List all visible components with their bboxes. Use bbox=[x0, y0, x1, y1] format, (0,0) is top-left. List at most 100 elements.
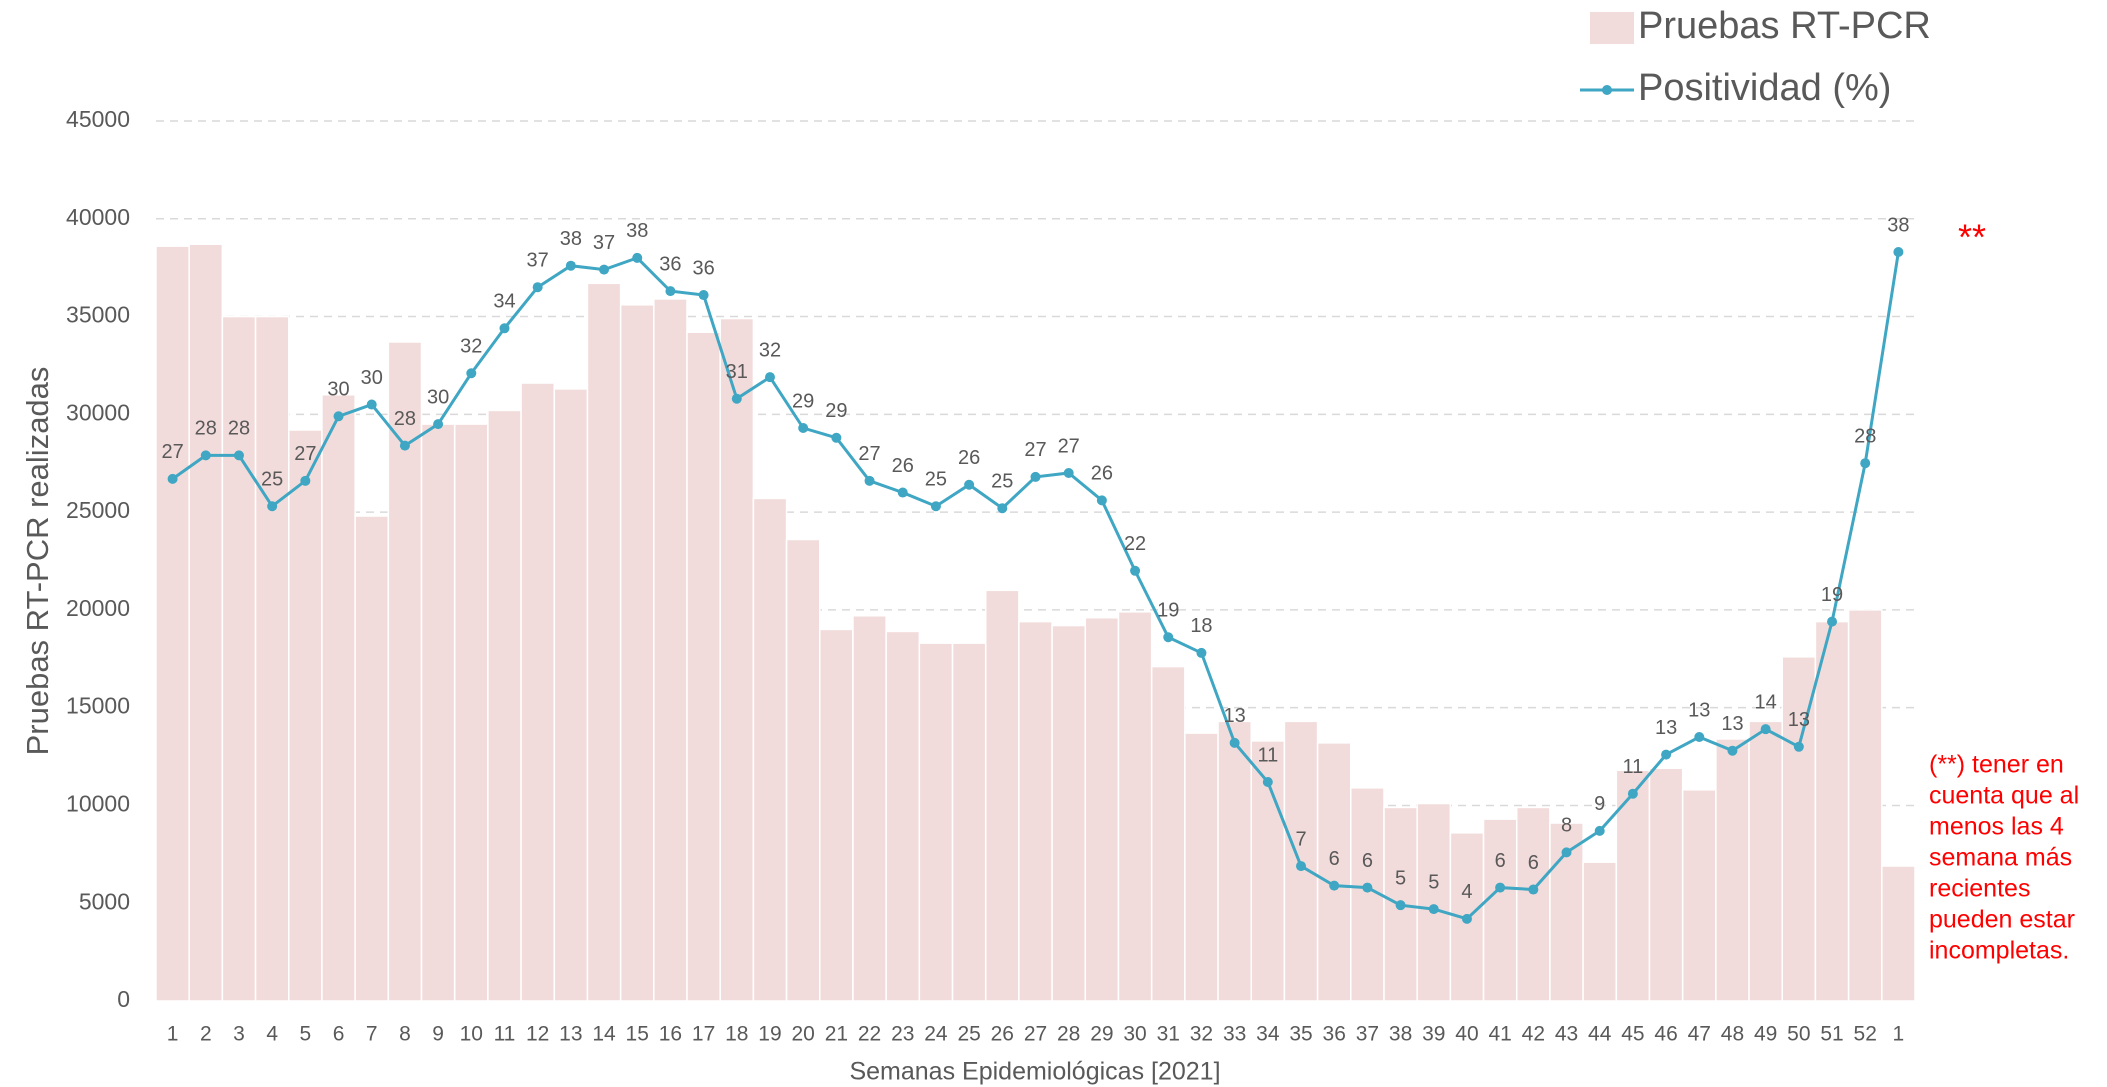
x-tick-label: 43 bbox=[1555, 1023, 1578, 1046]
x-tick-label: 1 bbox=[167, 1023, 179, 1046]
line-marker bbox=[665, 286, 676, 297]
bar bbox=[619, 304, 655, 1002]
x-tick-label: 47 bbox=[1688, 1023, 1711, 1046]
x-tick-label: 6 bbox=[333, 1023, 345, 1046]
data-label: 31 bbox=[726, 361, 748, 383]
x-tick-label: 11 bbox=[494, 1023, 516, 1046]
line-marker bbox=[167, 473, 178, 484]
line-marker bbox=[997, 503, 1008, 514]
data-label: 19 bbox=[1821, 584, 1843, 606]
bar bbox=[885, 630, 921, 1002]
line-marker bbox=[1395, 900, 1406, 911]
bar bbox=[354, 515, 390, 1002]
line-marker bbox=[897, 487, 908, 498]
line-marker bbox=[632, 252, 643, 263]
x-tick-label: 10 bbox=[460, 1023, 483, 1046]
line-marker bbox=[1694, 732, 1705, 742]
line-marker bbox=[1860, 458, 1871, 469]
bar bbox=[1316, 742, 1352, 1002]
x-tick-label: 13 bbox=[559, 1023, 582, 1046]
line-marker bbox=[1362, 882, 1373, 893]
bar bbox=[155, 245, 190, 1002]
x-tick-label: 9 bbox=[432, 1023, 444, 1046]
x-axis-title: Semanas Epidemiológicas [2021] bbox=[849, 1058, 1220, 1086]
line-marker bbox=[1296, 861, 1307, 872]
data-label: 28 bbox=[394, 408, 416, 430]
line-marker bbox=[1793, 741, 1804, 752]
line-marker bbox=[1329, 880, 1340, 891]
x-tick-label: 40 bbox=[1455, 1023, 1478, 1046]
x-tick-label: 39 bbox=[1422, 1023, 1445, 1046]
bar bbox=[752, 497, 788, 1002]
x-tick-label: 24 bbox=[924, 1023, 948, 1046]
x-tick-label: 44 bbox=[1588, 1023, 1612, 1046]
x-tick-label: 14 bbox=[592, 1023, 616, 1046]
line-marker bbox=[565, 260, 576, 271]
bar bbox=[951, 642, 987, 1002]
x-tick-label: 35 bbox=[1289, 1023, 1312, 1046]
x-tick-label: 5 bbox=[300, 1023, 312, 1046]
data-label: 29 bbox=[825, 400, 847, 422]
line-marker bbox=[1229, 737, 1240, 748]
line-marker bbox=[267, 501, 278, 512]
data-label: 8 bbox=[1561, 815, 1572, 837]
x-tick-label: 46 bbox=[1654, 1023, 1677, 1046]
bar bbox=[1150, 665, 1186, 1002]
bar bbox=[719, 317, 755, 1002]
y-tick-label: 35000 bbox=[66, 302, 130, 328]
data-label: 11 bbox=[1257, 744, 1278, 766]
bar bbox=[918, 642, 954, 1002]
line-marker bbox=[798, 423, 809, 434]
bar bbox=[1084, 616, 1120, 1002]
bar bbox=[1582, 861, 1618, 1002]
bar bbox=[1018, 620, 1053, 1002]
x-tick-label: 33 bbox=[1223, 1023, 1246, 1046]
line-marker bbox=[930, 501, 941, 512]
line-marker bbox=[1627, 788, 1638, 799]
line-marker bbox=[831, 432, 842, 443]
x-tick-label: 34 bbox=[1256, 1023, 1280, 1046]
bar bbox=[420, 423, 456, 1002]
y-tick-label: 30000 bbox=[66, 399, 130, 425]
x-tick-label: 7 bbox=[366, 1023, 378, 1046]
data-label: 6 bbox=[1528, 852, 1539, 874]
x-tick-label: 23 bbox=[891, 1023, 914, 1046]
x-tick-label: 49 bbox=[1754, 1023, 1777, 1046]
bar bbox=[1515, 806, 1551, 1002]
x-tick-label: 15 bbox=[626, 1023, 649, 1046]
line-marker bbox=[1528, 884, 1539, 895]
line-marker bbox=[1030, 471, 1041, 482]
line-marker bbox=[1063, 468, 1074, 478]
x-tick-label: 19 bbox=[758, 1023, 781, 1046]
x-tick-label: 3 bbox=[233, 1023, 245, 1046]
data-label: 38 bbox=[1887, 214, 1909, 236]
data-label: 6 bbox=[1362, 850, 1373, 872]
data-label: 27 bbox=[1058, 435, 1080, 457]
note-text: semana más bbox=[1929, 844, 2072, 872]
data-label: 27 bbox=[294, 443, 316, 465]
bar bbox=[553, 388, 589, 1002]
x-tick-label: 29 bbox=[1090, 1023, 1113, 1046]
data-label: 38 bbox=[626, 220, 648, 242]
note-text: cuenta que al bbox=[1929, 782, 2079, 810]
y-tick-label: 0 bbox=[117, 986, 130, 1012]
line-marker bbox=[698, 290, 709, 301]
note-text: recientes bbox=[1929, 875, 2030, 903]
line-marker bbox=[233, 450, 244, 461]
y-tick-label: 45000 bbox=[66, 106, 130, 132]
data-label: 32 bbox=[759, 339, 781, 361]
data-label: 11 bbox=[1623, 756, 1644, 778]
bar bbox=[653, 298, 688, 1002]
data-label: 30 bbox=[361, 367, 383, 389]
x-tick-label: 17 bbox=[692, 1023, 715, 1046]
data-label: 7 bbox=[1295, 828, 1306, 850]
note-text: (**) tener en bbox=[1929, 751, 2064, 779]
x-tick-label: 21 bbox=[825, 1023, 848, 1046]
annotation-marker: ** bbox=[1958, 217, 1986, 258]
x-tick-label: 36 bbox=[1323, 1023, 1346, 1046]
y-tick-label: 15000 bbox=[66, 693, 130, 719]
bar bbox=[487, 409, 522, 1002]
data-label: 6 bbox=[1329, 848, 1340, 870]
bar bbox=[453, 423, 489, 1002]
bar bbox=[1051, 624, 1087, 1002]
